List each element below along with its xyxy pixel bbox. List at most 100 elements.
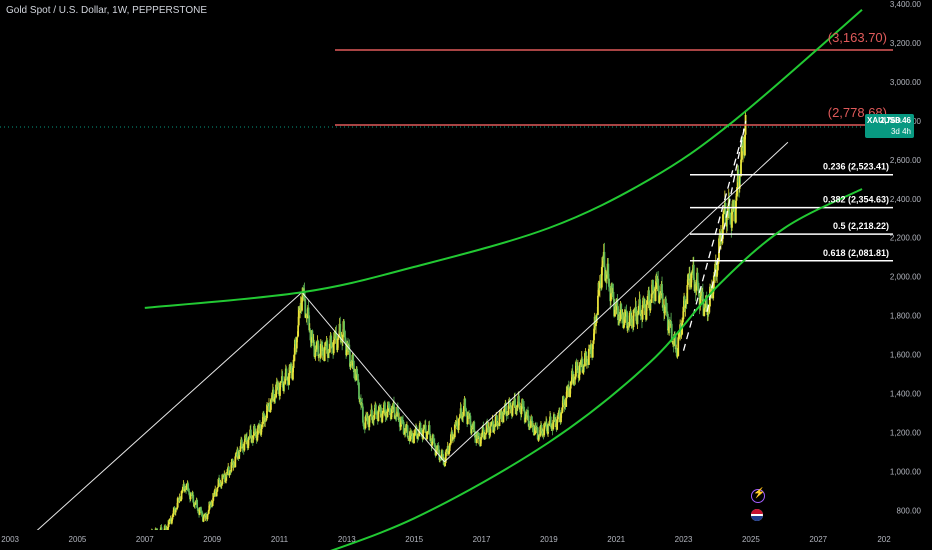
candle-body <box>515 406 518 415</box>
candle-body <box>402 421 405 434</box>
candle-body <box>720 233 723 240</box>
fib-level-label: 0.5 (2,218.22) <box>833 221 889 231</box>
candle-body <box>208 501 211 510</box>
candle-body <box>733 206 736 215</box>
candle-body <box>207 509 210 514</box>
candle-body <box>488 432 491 436</box>
candle-body <box>584 353 586 366</box>
candle-body <box>238 451 241 452</box>
candle-body <box>354 371 357 380</box>
y-tick-label: 1,800.00 <box>890 312 922 321</box>
candle-body <box>459 414 461 418</box>
candle-body <box>716 263 719 271</box>
candle-body <box>261 423 264 425</box>
candle-body <box>722 214 724 239</box>
candle-body <box>151 531 153 535</box>
candle-body <box>181 486 184 491</box>
candle-body <box>580 359 582 365</box>
candle-body <box>419 423 422 432</box>
candle-body <box>431 441 434 446</box>
candle-body <box>681 319 684 321</box>
candle-body <box>221 474 224 485</box>
candle-body <box>377 411 380 422</box>
candle-body <box>308 315 311 331</box>
candle-body <box>161 531 163 535</box>
candle-body <box>622 325 625 328</box>
candle-body <box>335 333 338 341</box>
candle-body <box>543 423 546 436</box>
candle-body <box>233 462 235 466</box>
candle-body <box>126 546 128 548</box>
candle-body <box>345 350 348 356</box>
candle-body <box>655 275 658 290</box>
candle-body <box>316 342 318 350</box>
candle-body <box>539 426 542 436</box>
candle-body <box>596 314 599 316</box>
candle-body <box>502 411 505 423</box>
candle-body <box>620 309 623 316</box>
candle-body <box>575 362 577 377</box>
candle-body <box>235 454 237 457</box>
candle-body <box>279 381 282 383</box>
candle-body <box>530 416 533 427</box>
candle-body <box>547 424 549 434</box>
candle-body <box>443 459 446 467</box>
candle-body <box>442 454 445 461</box>
candle-body <box>591 344 594 358</box>
candle-body <box>666 313 669 331</box>
x-tick-label: 2005 <box>69 535 87 544</box>
candle-body <box>164 525 167 529</box>
candle-body <box>492 430 495 433</box>
candle-body <box>296 336 299 338</box>
candle-body <box>139 545 141 546</box>
candle-body <box>581 358 584 373</box>
candle-body <box>742 146 744 148</box>
candle-body <box>262 412 265 415</box>
candle-body <box>415 426 418 437</box>
candle-body <box>292 367 294 380</box>
candle-body <box>181 490 184 492</box>
candle-body <box>410 430 413 437</box>
candle-body <box>369 415 371 417</box>
us-flag-icon[interactable] <box>751 509 763 521</box>
x-tick-label: 2013 <box>338 535 356 544</box>
candle-body <box>619 319 621 322</box>
candle-body <box>498 413 501 427</box>
candle-body <box>680 334 683 336</box>
candle-body <box>381 413 384 422</box>
candle-body <box>722 210 725 215</box>
candle-body <box>626 311 628 329</box>
candle-body <box>507 405 510 415</box>
candle-body <box>367 417 369 425</box>
candle-body <box>213 490 216 495</box>
candle-body <box>222 474 224 476</box>
candle-body <box>492 421 494 433</box>
candle-body <box>612 291 615 300</box>
candle-body <box>224 475 226 482</box>
candle-body <box>314 356 316 357</box>
candle-body <box>510 406 513 410</box>
candle-body <box>396 406 399 417</box>
candle-body <box>293 354 296 360</box>
candle-body <box>202 517 205 522</box>
trend-line <box>301 291 445 463</box>
candle-body <box>175 509 178 510</box>
candle-body <box>282 382 285 391</box>
candle-body <box>446 448 448 452</box>
candle-body <box>260 429 263 435</box>
candle-body <box>281 376 284 388</box>
candle-body <box>424 425 427 432</box>
candle-body <box>565 386 568 399</box>
bolt-icon[interactable] <box>751 488 765 503</box>
candle-body <box>529 423 531 427</box>
candle-body <box>157 531 159 533</box>
candle-body <box>712 275 715 292</box>
candle-body <box>586 359 589 364</box>
x-tick-label: 2027 <box>809 535 827 544</box>
candle-body <box>157 533 159 537</box>
candle-body <box>338 334 340 336</box>
candle-body <box>599 280 602 283</box>
x-tick-label: 2023 <box>675 535 693 544</box>
candle-body <box>252 435 255 440</box>
